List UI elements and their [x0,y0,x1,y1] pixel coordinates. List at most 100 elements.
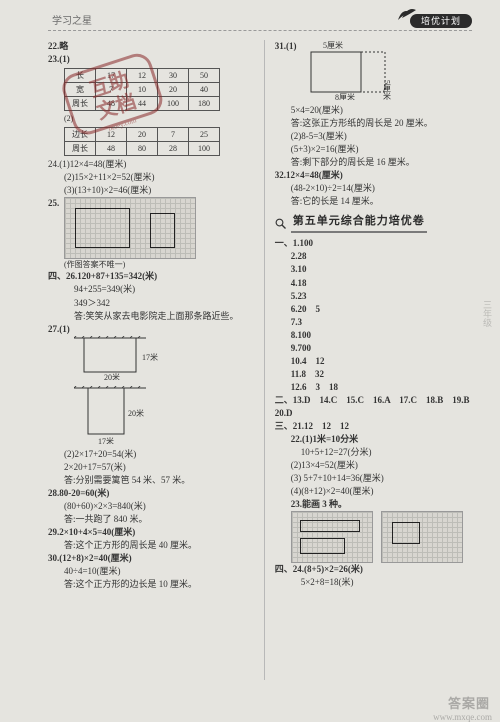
q27b: (2)2×17+20=54(米) [64,448,256,461]
part3-label: 三、 [275,421,293,431]
a24: 24.(8+5)×2=26(米) [293,564,363,574]
a23-figs [291,511,472,563]
header-left-text: 学习之星 [52,12,92,27]
dim-8cm: 8厘米 [335,92,355,100]
q24c: (3)(13+10)×2=46(厘米) [64,184,256,197]
a24b: 5×2+8=18(米) [301,576,472,589]
q27c: 2×20+17=57(米) [64,461,256,474]
a10: 10.4 12 [291,355,472,368]
q28b: (80+60)×2×3=840(米) [64,500,256,513]
table-row: 周长488028100 [65,141,220,155]
part3: 三、21.12 12 12 [275,420,472,433]
left-column: 22.略 23.(1) 长17123050 宽7102040 周长4844100… [48,40,264,680]
q30c: 答:这个正方形的边长是 10 厘米。 [64,578,256,591]
dim-17m: 17米 [142,352,158,362]
q29b: 答:这个正方形的周长是 40 厘米。 [64,539,256,552]
q27d: 答:分别需要篱笆 54 米、57 米。 [64,474,256,487]
q27-figs: 20米 17米 17米 20米 [74,336,256,448]
table-row: 宽7102040 [65,83,220,97]
q25-label: 25. [48,197,64,210]
part2: 二、13.D 14.C 15.C 16.A 17.C 18.B 19.B 20.… [275,394,472,420]
q22: 22.略 [48,40,256,53]
a3: 3.10 [291,263,472,276]
q25-note: (作图答案不唯一) [64,259,256,271]
footer: 答案圈 www.mxqe.com [0,688,500,722]
a1: 1.100 [293,238,313,248]
dim-5cm-top: 5厘米 [323,40,343,50]
a22: 22.(1)1米=10分米 [291,433,472,446]
q32b: (48-2×10)÷2=14(厘米) [291,182,472,195]
q31a: 5×4=20(厘米) [291,104,472,117]
dim-20m: 20米 [104,372,120,380]
q23-2-label: (2) [64,113,256,125]
header-badge: 培优计划 [402,8,472,30]
q32c: 答:它的长是 14 厘米。 [291,195,472,208]
q27: 27.(1) [48,323,256,336]
table-23-1: 长17123050 宽7102040 周长4844100180 [64,68,220,111]
content-columns: 22.略 23.(1) 长17123050 宽7102040 周长4844100… [48,40,472,680]
table-row: 长17123050 [65,69,220,83]
header-rule [48,30,472,31]
q23: 23.(1) [48,53,256,66]
table-row: 周长4844100180 [65,97,220,111]
a23-rect1 [300,520,360,532]
a13-20: 13.D 14.C 15.C 16.A 17.C 18.B 19.B 20.D [275,395,479,418]
watermark-big: 答案圈 [448,693,490,712]
a7: 7.3 [291,316,472,329]
a9: 9.700 [291,342,472,355]
q31c: (2)8-5=3(厘米) [291,130,472,143]
a22e: (4)(8+12)×2=40(厘米) [291,485,472,498]
q25-rect-a [75,208,130,248]
q26b: 94+255=349(米) [74,283,256,296]
part1: 一、1.100 [275,237,472,250]
q28c: 答:一共跑了 840 米。 [64,513,256,526]
right-column: 31.(1) 5厘米 8厘米 5厘米 5×4=20(厘米) 答:这张正方形纸的周… [265,40,472,680]
q30: 30.(12+8)×2=40(厘米) [48,552,256,565]
a12: 12.6 3 18 [291,381,472,394]
header-badge-text: 培优计划 [410,14,472,28]
q31b: 答:这张正方形纸的周长是 20 厘米。 [291,117,472,130]
sec4-label: 四、 [48,271,66,281]
q24a: 24.(1)12×4=48(厘米) [48,158,256,171]
table-row: 边长1220725 [65,127,220,141]
a23-grid-b [381,511,463,563]
q32: 32.12×4=48(厘米) [275,169,472,182]
q27-fig-b: 17米 20米 [74,386,160,444]
q31-figure: 5厘米 8厘米 5厘米 [305,40,395,104]
a22d: (3) 5+7+10+14=36(厘米) [291,472,472,485]
a23-grid-a [291,511,373,563]
a6: 6.20 5 [291,303,472,316]
q31d: (5+3)×2=16(厘米) [291,143,472,156]
a5: 5.23 [291,290,472,303]
q29: 29.2×10+4×5=40(厘米) [48,526,256,539]
dim-17m-b: 17米 [98,436,114,444]
section-title-text: 第五单元综合能力培优卷 [291,214,427,233]
table-23-2: 边长1220725 周长488028100 [64,127,220,156]
a22c: (2)13×4=52(厘米) [291,459,472,472]
a2: 2.28 [291,250,472,263]
part4-label: 四、 [275,564,293,574]
a23-rect3 [392,522,420,544]
watermark-url: www.mxqe.com [433,712,492,722]
q26c: 349＞342 [74,297,256,310]
q31-label: 31.(1) [275,40,305,53]
a21: 21.12 12 12 [293,421,349,431]
magnifier-icon [275,218,287,230]
q24b: (2)15×2+11×2=52(厘米) [64,171,256,184]
a23: 23.能画 3 种。 [291,498,472,511]
q25-rect-b [150,213,175,248]
q26d: 答:笑笑从家去电影院走上面那条路近些。 [74,310,256,323]
dim-5cm-side: 5厘米 [382,80,391,100]
dim-20m-b: 20米 [128,408,144,418]
q26: 26.120+87+135=342(米) [66,271,157,281]
q27-fig-a: 20米 17米 [74,336,160,380]
q28: 28.80-20=60(米) [48,487,256,500]
part1-label: 一、 [275,238,293,248]
a11: 11.8 32 [291,368,472,381]
part4: 四、24.(8+5)×2=26(米) [275,563,472,576]
section-title: 第五单元综合能力培优卷 [275,214,472,233]
q25-row: 25. [48,197,256,259]
part2-label: 二、 [275,395,293,405]
side-watermark: 三年级 [481,300,494,327]
q30b: 40÷4=10(厘米) [64,565,256,578]
